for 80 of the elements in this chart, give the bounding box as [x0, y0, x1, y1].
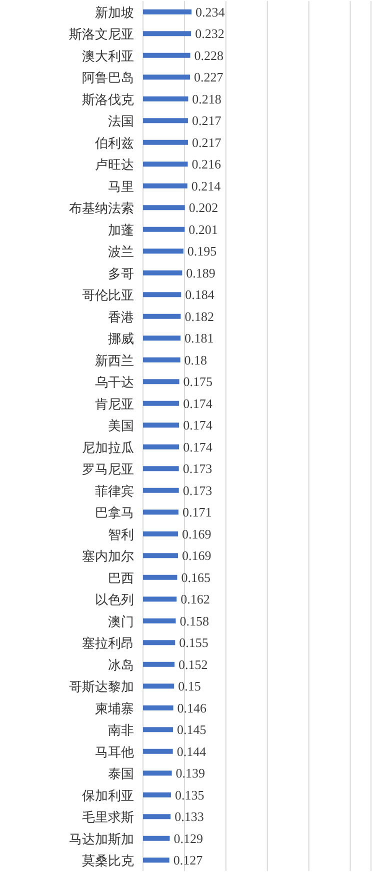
y-tick-label: 新加坡	[95, 6, 134, 21]
data-label: 0.173	[182, 461, 212, 476]
y-tick-label: 斯洛文尼亚	[69, 28, 134, 43]
data-label: 0.169	[182, 526, 212, 542]
y-tick-label: 泰国	[108, 767, 134, 782]
data-label: 0.127	[173, 852, 204, 868]
y-tick-label: 哥伦比亚	[82, 288, 134, 304]
data-label: 0.174	[183, 439, 213, 454]
y-tick-label: 斯洛伐克	[82, 92, 134, 108]
y-tick-label: 挪威	[108, 332, 134, 348]
y-tick-label: 冰岛	[108, 658, 134, 674]
y-tick-label: 塞内加尔	[82, 548, 134, 565]
data-label: 0.214	[191, 178, 222, 194]
y-tick-label: 菲律宾	[95, 483, 134, 500]
data-label: 0.155	[179, 635, 208, 650]
y-tick-label: 肯尼亚	[95, 397, 134, 412]
y-tick-label: 马里	[108, 180, 134, 195]
data-label: 0.202	[188, 200, 218, 216]
y-tick-label: 智利	[108, 528, 134, 543]
data-label: 0.218	[192, 91, 222, 106]
y-tick-label: 伯利兹	[94, 136, 134, 152]
data-label: 0.129	[174, 830, 203, 846]
data-label: 0.232	[195, 26, 224, 42]
data-label: 0.181	[184, 330, 214, 346]
data-label: 0.173	[182, 482, 212, 498]
y-tick-label: 莫桑比克	[82, 854, 134, 870]
y-tick-label: 柬埔寨	[95, 700, 134, 717]
y-tick-label: 保加利亚	[82, 788, 134, 804]
y-tick-label: 塞拉利昂	[82, 636, 134, 652]
y-tick-label: 尼加拉瓜	[82, 440, 134, 456]
y-tick-label: 香港	[108, 310, 134, 326]
y-tick-label: 哥斯达黎加	[69, 680, 134, 696]
data-label: 0.174	[183, 418, 213, 433]
data-label: 0.217	[192, 113, 222, 128]
y-tick-label: 新西兰	[95, 354, 134, 369]
data-label: 0.175	[183, 374, 213, 390]
data-label: 0.201	[188, 222, 218, 237]
y-tick-label: 巴西	[108, 571, 134, 586]
data-label: 0.234	[196, 4, 226, 20]
data-label: 0.169	[182, 548, 212, 564]
y-tick-label: 波兰	[108, 245, 134, 260]
data-label: 0.144	[176, 744, 207, 759]
y-tick-label: 卢旺达	[95, 158, 134, 174]
data-label: 0.133	[174, 809, 204, 824]
data-label: 0.165	[181, 570, 210, 585]
data-label: 0.171	[182, 504, 212, 520]
y-tick-label: 毛里求斯	[82, 810, 134, 826]
y-tick-label: 马达加斯加	[69, 832, 134, 848]
data-label: 0.182	[184, 308, 214, 324]
data-label: 0.195	[187, 244, 217, 259]
y-tick-label: 多哥	[108, 266, 134, 282]
data-label: 0.152	[178, 656, 208, 672]
y-tick-label: 马耳他	[95, 745, 134, 760]
y-tick-label: 美国	[108, 418, 134, 434]
data-label: 0.145	[177, 722, 206, 738]
y-tick-label: 澳门	[108, 614, 134, 630]
data-label: 0.189	[186, 265, 216, 280]
data-label: 0.217	[192, 134, 222, 150]
y-tick-label: 以色列	[95, 593, 134, 608]
y-tick-label: 澳大利亚	[82, 49, 134, 64]
y-tick-label: 加蓬	[108, 223, 134, 238]
data-label: 0.174	[183, 396, 213, 411]
data-label: 0.146	[177, 700, 208, 716]
data-label: 0.139	[176, 766, 206, 781]
y-tick-label: 罗马尼亚	[82, 462, 134, 478]
data-label: 0.184	[185, 287, 215, 302]
data-label: 0.15	[178, 678, 201, 694]
data-label: 0.227	[194, 70, 224, 85]
data-label: 0.162	[180, 592, 210, 607]
data-label: 0.18	[184, 352, 208, 368]
data-label: 0.216	[192, 156, 222, 172]
y-tick-label: 南非	[108, 724, 134, 739]
y-tick-label: 乌干达	[95, 376, 134, 391]
y-tick-label: 法国	[108, 114, 134, 130]
data-label: 0.158	[180, 613, 209, 628]
data-label: 0.135	[174, 787, 204, 802]
y-tick-label: 布基纳法索	[69, 202, 134, 217]
data-label: 0.228	[194, 48, 224, 63]
y-tick-label: 巴拿马	[95, 506, 134, 522]
y-tick-label: 阿鲁巴岛	[82, 71, 134, 86]
